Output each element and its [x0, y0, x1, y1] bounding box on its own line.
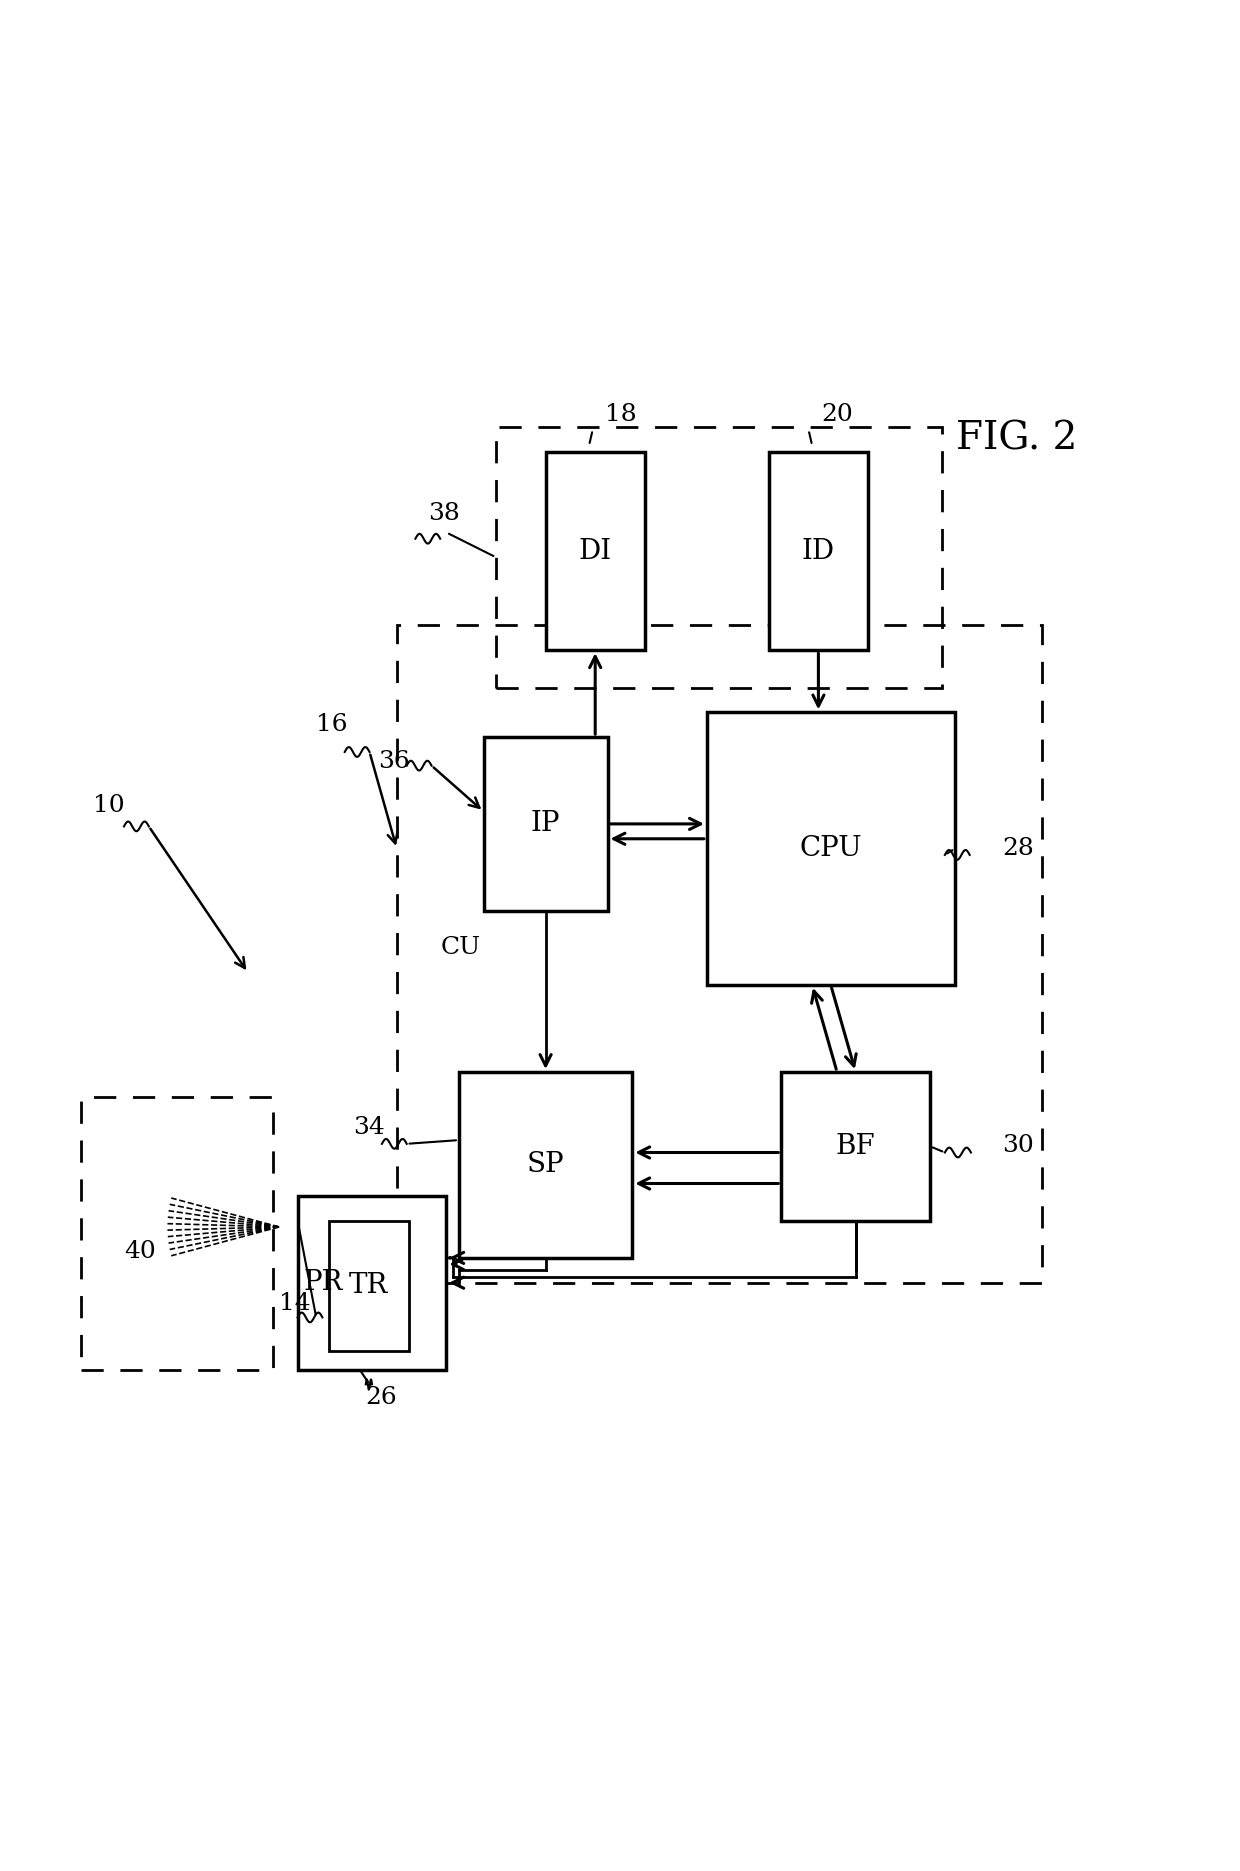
Text: ID: ID — [802, 537, 835, 565]
FancyBboxPatch shape — [484, 737, 608, 911]
Text: 20: 20 — [821, 402, 853, 427]
Text: DI: DI — [579, 537, 611, 565]
Text: CPU: CPU — [800, 834, 862, 863]
Text: 26: 26 — [366, 1386, 398, 1409]
Text: PR: PR — [304, 1269, 343, 1297]
FancyBboxPatch shape — [546, 453, 645, 651]
Text: FIG. 2: FIG. 2 — [956, 421, 1078, 458]
Bar — [496, 427, 942, 687]
Text: 40: 40 — [124, 1240, 156, 1263]
Bar — [397, 625, 1042, 1284]
FancyBboxPatch shape — [781, 1072, 930, 1220]
Text: IP: IP — [531, 810, 560, 838]
Text: 30: 30 — [1002, 1134, 1034, 1158]
FancyBboxPatch shape — [329, 1220, 409, 1351]
Text: 10: 10 — [93, 793, 125, 816]
Text: CU: CU — [440, 936, 480, 960]
Bar — [81, 1096, 273, 1370]
FancyBboxPatch shape — [707, 713, 955, 986]
Text: 18: 18 — [605, 402, 637, 427]
Text: SP: SP — [527, 1151, 564, 1179]
Text: TR: TR — [350, 1272, 388, 1298]
FancyBboxPatch shape — [298, 1196, 446, 1370]
Text: 28: 28 — [1002, 836, 1034, 861]
FancyBboxPatch shape — [459, 1072, 632, 1257]
Text: 16: 16 — [316, 713, 348, 735]
Text: 14: 14 — [279, 1293, 311, 1315]
Text: 34: 34 — [353, 1115, 386, 1139]
Text: 36: 36 — [378, 750, 410, 773]
Text: BF: BF — [836, 1132, 875, 1160]
FancyBboxPatch shape — [769, 453, 868, 651]
Text: 38: 38 — [428, 501, 460, 526]
